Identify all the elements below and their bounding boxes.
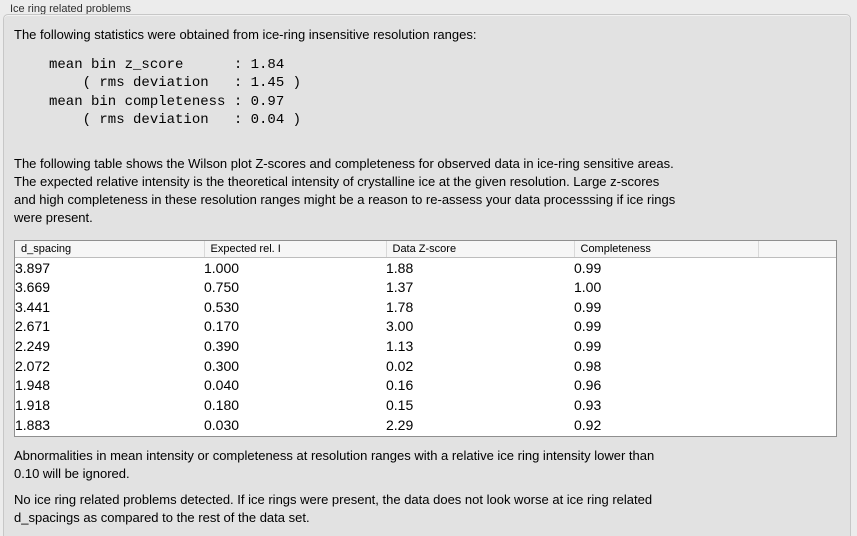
cell-completeness: 0.99 [574, 338, 602, 355]
cell-completeness: 0.99 [574, 318, 602, 335]
cell-empty [758, 297, 836, 317]
column-header-completeness: Completeness [574, 241, 759, 258]
cell-data-z-score: 3.00 [386, 318, 414, 335]
column-header-empty [758, 241, 836, 258]
table-header-row: d_spacing Expected rel. I Data Z-score C… [15, 241, 836, 258]
cell-d-spacing: 1.948 [15, 377, 51, 394]
cell-data-z-score: 0.16 [386, 377, 414, 394]
cell-completeness: 0.93 [574, 397, 602, 414]
cell-expected-rel-i: 0.030 [204, 416, 240, 433]
cell-d-spacing: 3.669 [15, 279, 51, 296]
table-row[interactable]: 3.441 0.530 1.78 0.99 [15, 297, 836, 317]
conclusion-text: No ice ring related problems detected. I… [14, 492, 653, 525]
cell-d-spacing: 2.072 [15, 357, 51, 374]
cell-completeness: 0.96 [574, 377, 602, 394]
intro-text: The following statistics were obtained f… [14, 27, 477, 42]
table-description: The following table shows the Wilson plo… [14, 156, 676, 225]
cell-d-spacing: 2.671 [15, 318, 51, 335]
table-row[interactable]: 1.883 0.030 2.29 0.92 [15, 415, 836, 435]
cell-completeness: 0.92 [574, 416, 602, 433]
table-row[interactable]: 2.671 0.170 3.00 0.99 [15, 317, 836, 337]
cell-data-z-score: 0.15 [386, 397, 414, 414]
cell-expected-rel-i: 0.530 [204, 298, 240, 315]
cell-empty [758, 356, 836, 376]
cell-data-z-score: 1.13 [386, 338, 414, 355]
cell-d-spacing: 2.249 [15, 338, 51, 355]
cell-completeness: 1.00 [574, 279, 602, 296]
column-header-d-spacing: d_spacing [15, 241, 205, 258]
table-row[interactable]: 1.918 0.180 0.15 0.93 [15, 395, 836, 415]
cell-completeness: 0.98 [574, 357, 602, 374]
cell-data-z-score: 1.37 [386, 279, 414, 296]
cell-d-spacing: 3.441 [15, 298, 51, 315]
cell-empty [758, 336, 836, 356]
stats-block: mean bin z_score : 1.84 ( rms deviation … [49, 57, 302, 129]
cell-expected-rel-i: 1.000 [204, 259, 240, 276]
cell-completeness: 0.99 [574, 259, 602, 276]
groupbox-title: Ice ring related problems [10, 3, 132, 15]
cell-expected-rel-i: 0.390 [204, 338, 240, 355]
cell-data-z-score: 1.88 [386, 259, 414, 276]
ice-ring-data-table: d_spacing Expected rel. I Data Z-score C… [15, 241, 836, 435]
cell-empty [758, 395, 836, 415]
cell-empty [758, 317, 836, 337]
ignore-note: Abnormalities in mean intensity or compl… [14, 448, 655, 481]
cell-data-z-score: 1.78 [386, 298, 414, 315]
table-row[interactable]: 1.948 0.040 0.16 0.96 [15, 376, 836, 396]
table-row[interactable]: 2.072 0.300 0.02 0.98 [15, 356, 836, 376]
cell-completeness: 0.99 [574, 298, 602, 315]
table-row[interactable]: 3.669 0.750 1.37 1.00 [15, 277, 836, 297]
column-header-data-z-score: Data Z-score [386, 241, 575, 258]
column-header-expected-rel-i: Expected rel. I [204, 241, 387, 258]
cell-expected-rel-i: 0.170 [204, 318, 240, 335]
cell-expected-rel-i: 0.750 [204, 279, 240, 296]
cell-empty [758, 376, 836, 396]
cell-empty [758, 415, 836, 435]
cell-d-spacing: 3.897 [15, 259, 51, 276]
table-row[interactable]: 2.249 0.390 1.13 0.99 [15, 336, 836, 356]
cell-d-spacing: 1.883 [15, 416, 51, 433]
cell-expected-rel-i: 0.040 [204, 377, 240, 394]
cell-data-z-score: 0.02 [386, 357, 414, 374]
cell-data-z-score: 2.29 [386, 416, 414, 433]
cell-empty [758, 277, 836, 297]
cell-d-spacing: 1.918 [15, 397, 51, 414]
cell-expected-rel-i: 0.300 [204, 357, 240, 374]
cell-empty [758, 258, 836, 278]
cell-expected-rel-i: 0.180 [204, 397, 240, 414]
table-row[interactable]: 3.897 1.000 1.88 0.99 [15, 258, 836, 278]
ice-ring-table: d_spacing Expected rel. I Data Z-score C… [14, 240, 837, 437]
